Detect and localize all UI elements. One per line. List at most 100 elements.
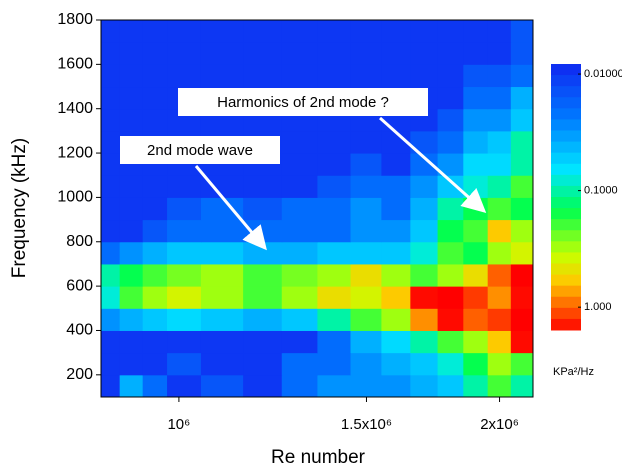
colorbar-swatch [551, 174, 581, 187]
contour-cell [510, 64, 533, 88]
contour-cell [510, 108, 533, 132]
contour-cell [381, 20, 411, 43]
colorbar-tick-label: 0.1000 [584, 185, 618, 197]
contour-cell [142, 86, 168, 110]
contour-cell [410, 352, 439, 376]
contour-cell [510, 330, 533, 354]
contour-cell [437, 20, 464, 43]
contour-cell [350, 219, 382, 243]
contour-cell [281, 42, 318, 65]
contour-cell [142, 64, 168, 88]
contour-cell [243, 64, 283, 88]
contour-cell [381, 330, 411, 354]
contour-cell [317, 20, 352, 43]
contour-cell [142, 263, 168, 287]
y-tick-label: 1600 [57, 56, 93, 73]
contour-cell [510, 197, 533, 221]
contour-cell [101, 241, 121, 265]
colorbar-tick-label: 1.000 [584, 301, 612, 313]
colorbar-swatch [551, 119, 581, 131]
contour-cell [200, 20, 244, 43]
contour-cell [281, 219, 318, 243]
contour-cell [142, 197, 168, 221]
y-tick-label: 1200 [57, 144, 93, 161]
contour-cell [317, 308, 352, 331]
contour-cell [101, 263, 121, 287]
contour-cell [317, 263, 352, 287]
contour-cell [142, 308, 168, 331]
contour-cell [200, 286, 244, 309]
contour-cell [243, 308, 283, 331]
contour-cell [281, 20, 318, 43]
contour-cell [350, 153, 382, 176]
contour-cell [101, 197, 121, 221]
contour-cell [167, 352, 202, 376]
contour-cell [101, 130, 121, 154]
contour-cell [167, 20, 202, 43]
contour-cell [167, 308, 202, 331]
contour-cell [487, 130, 512, 154]
colorbar-swatch [551, 97, 581, 109]
contour-cell [142, 241, 168, 265]
y-tick-label: 1000 [57, 189, 93, 206]
contour-cell [510, 241, 533, 265]
contour-cell [437, 330, 464, 354]
contour-cell [167, 286, 202, 309]
contour-cell [317, 175, 352, 198]
contour-cell [510, 374, 533, 397]
contour-cell [317, 130, 352, 154]
contour-cell [119, 241, 144, 265]
contour-cell [381, 175, 411, 198]
contour-cell [410, 130, 439, 154]
contour-cell [381, 197, 411, 221]
contour-cell [167, 175, 202, 198]
contour-cell [101, 42, 121, 65]
contour-cell [510, 130, 533, 154]
colorbar-swatch [551, 219, 581, 231]
colorbar-swatch [551, 141, 581, 154]
contour-cell [510, 286, 533, 309]
contour-cell [142, 175, 168, 198]
contour-cell [463, 42, 489, 65]
colorbar-swatch [551, 130, 581, 143]
contour-cell [463, 64, 489, 88]
contour-cell [510, 153, 533, 176]
contour-cell [487, 108, 512, 132]
contour-cell [350, 42, 382, 65]
annotation-box [120, 136, 280, 164]
contour-cell [350, 130, 382, 154]
colorbar-swatch [551, 163, 581, 176]
contour-cell [281, 330, 318, 354]
contour-cell [381, 286, 411, 309]
contour-cell [142, 352, 168, 376]
contour-cell [437, 130, 464, 154]
contour-cell [350, 308, 382, 331]
contour-cell [243, 374, 283, 397]
contour-cell [381, 352, 411, 376]
contour-cell [381, 308, 411, 331]
colorbar-swatch [551, 307, 581, 320]
contour-cell [410, 175, 439, 198]
contour-cell [119, 42, 144, 65]
contour-cell [410, 263, 439, 287]
contour-cell [101, 219, 121, 243]
contour-cell [487, 308, 512, 331]
colorbar-swatch [551, 241, 581, 253]
plot-frame [100, 19, 534, 398]
annotation-arrow [379, 116, 487, 213]
contour-cell [119, 352, 144, 376]
colorbar-swatch [551, 108, 581, 120]
contour-cell [381, 219, 411, 243]
contour-cell [281, 286, 318, 309]
contour-cell [463, 153, 489, 176]
contour-cell [119, 308, 144, 331]
colorbar-tick-label: 0.01000 [584, 68, 622, 80]
contour-cell [463, 197, 489, 221]
contour-cell [487, 330, 512, 354]
colorbar-swatch [551, 252, 581, 264]
contour-cell [350, 352, 382, 376]
contour-cell [437, 308, 464, 331]
contour-cell [463, 219, 489, 243]
contour-cell [200, 263, 244, 287]
colorbar-swatch [551, 296, 581, 309]
